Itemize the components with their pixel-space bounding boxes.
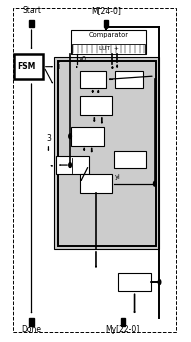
Text: x: x bbox=[94, 101, 98, 110]
Bar bbox=[71, 30, 146, 54]
Text: -: - bbox=[78, 160, 80, 170]
Circle shape bbox=[69, 163, 71, 168]
Text: Comparator: Comparator bbox=[89, 32, 129, 38]
Text: 3: 3 bbox=[46, 134, 51, 143]
Bar bbox=[54, 57, 159, 249]
Bar bbox=[56, 156, 89, 174]
Circle shape bbox=[154, 181, 156, 186]
Text: i > 0: i > 0 bbox=[121, 76, 137, 82]
Circle shape bbox=[158, 280, 161, 285]
Text: x: x bbox=[85, 132, 90, 141]
Text: LUT  +: LUT + bbox=[99, 47, 119, 52]
Text: Done: Done bbox=[22, 325, 41, 334]
Text: Mux: Mux bbox=[86, 76, 100, 82]
Text: x: x bbox=[132, 278, 137, 287]
Bar bbox=[79, 174, 112, 193]
Bar bbox=[79, 96, 112, 115]
Text: M[24-0]: M[24-0] bbox=[91, 6, 121, 15]
Bar bbox=[29, 318, 34, 326]
Text: My[22-0]: My[22-0] bbox=[106, 325, 140, 334]
Bar bbox=[14, 54, 43, 79]
Bar bbox=[115, 71, 142, 88]
Bar bbox=[118, 273, 151, 291]
Bar bbox=[72, 44, 145, 54]
Bar bbox=[13, 8, 176, 332]
Circle shape bbox=[69, 134, 71, 139]
Text: i: i bbox=[57, 62, 59, 71]
Text: Start: Start bbox=[22, 6, 41, 15]
Bar bbox=[114, 150, 146, 168]
Text: y0: y0 bbox=[79, 56, 87, 63]
Bar bbox=[104, 20, 108, 27]
Bar bbox=[79, 71, 106, 88]
Bar bbox=[121, 318, 125, 326]
Text: >>1: >>1 bbox=[87, 179, 105, 188]
Text: yi: yi bbox=[115, 174, 121, 180]
Bar bbox=[58, 61, 156, 246]
Bar bbox=[71, 127, 104, 146]
Bar bbox=[29, 20, 34, 27]
Text: i = End: i = End bbox=[118, 156, 142, 162]
Text: +: + bbox=[64, 160, 71, 170]
Text: FSM: FSM bbox=[18, 62, 36, 71]
